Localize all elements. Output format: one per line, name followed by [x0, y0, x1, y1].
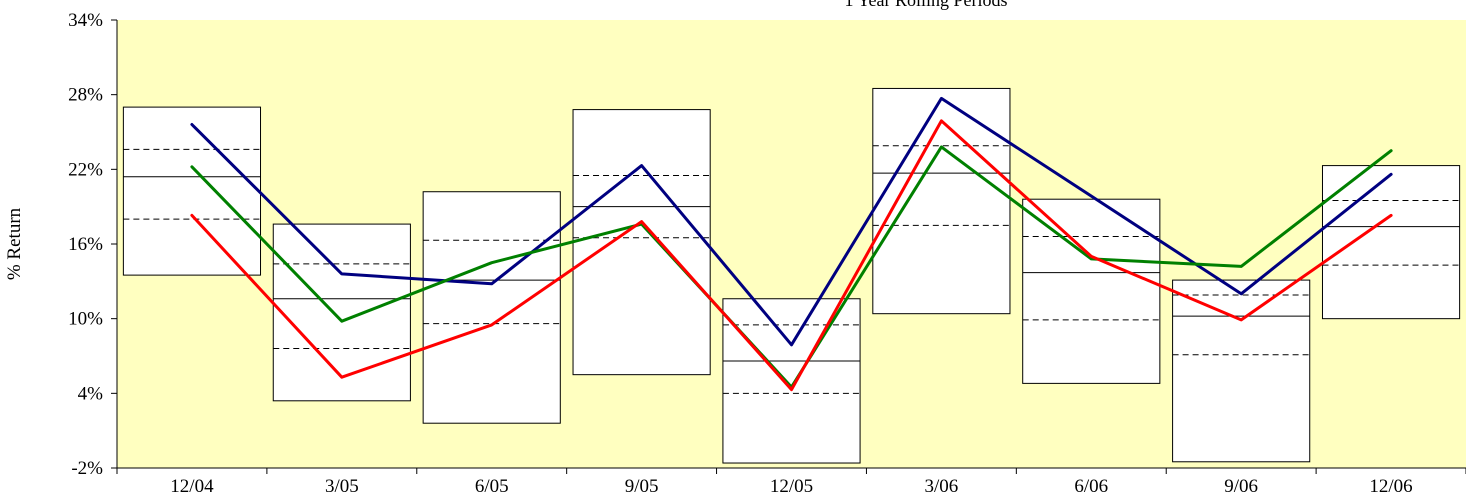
x-tick-label: 6/06 [1074, 476, 1108, 497]
percentile-box [1022, 198, 1161, 384]
box-range [272, 223, 411, 402]
percentile-box [422, 191, 561, 424]
y-tick-label: 22% [68, 159, 103, 180]
box-range [122, 106, 262, 276]
box-range [422, 191, 561, 424]
chart-title: 1 Year Rolling Periods [844, 0, 1007, 10]
series-line-3 [190, 119, 1393, 392]
percentile-box [1172, 279, 1311, 463]
percentile-box [122, 106, 262, 276]
y-tick-label: 28% [68, 85, 103, 106]
x-tick-label: 12/06 [1369, 476, 1412, 497]
percentile-box [722, 298, 861, 464]
y-tick-label: 4% [78, 383, 104, 404]
box-range [722, 298, 861, 464]
percentile-box [572, 109, 711, 376]
x-tick-label: 9/06 [1224, 476, 1258, 497]
box-range [1321, 165, 1461, 320]
x-tick-label: 3/06 [924, 476, 958, 497]
x-tick-label: 12/05 [770, 476, 813, 497]
y-tick-label: 10% [68, 309, 103, 330]
y-axis-label: % Return [4, 207, 25, 280]
box-range [572, 109, 711, 376]
box-range [1172, 279, 1311, 463]
percentile-box [1321, 165, 1461, 320]
series-line-1 [190, 96, 1393, 347]
y-tick-label: -2% [71, 458, 103, 479]
x-tick-label: 3/05 [325, 476, 359, 497]
percentile-box [272, 223, 411, 402]
y-tick-label: 34% [68, 10, 103, 31]
x-tick-label: 9/05 [625, 476, 659, 497]
x-tick-label: 6/05 [475, 476, 509, 497]
box-range [1022, 198, 1161, 384]
x-tick-label: 12/04 [170, 476, 214, 497]
y-tick-label: 16% [68, 234, 103, 255]
